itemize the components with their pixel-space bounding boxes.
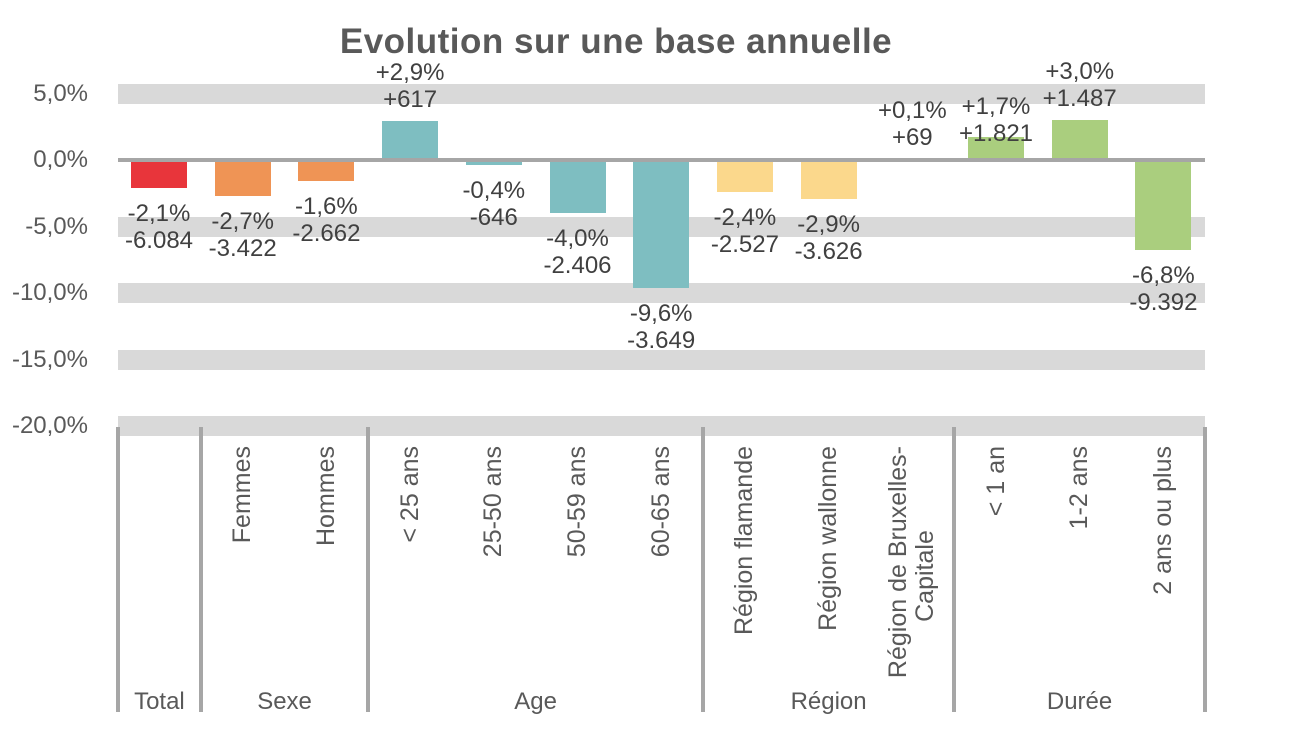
value-count-label: -2.662 xyxy=(292,220,361,248)
category-label-50-59-ans: 50-59 ans xyxy=(563,446,591,558)
category-label-region-bruxelles-capitale: Capitale xyxy=(911,530,940,622)
category-group-separator xyxy=(116,427,120,712)
bar-25-50-ans xyxy=(465,160,522,166)
gridline-band xyxy=(118,416,1205,436)
bar-50-59-ans xyxy=(549,160,606,214)
value-percent-label: -2,7% xyxy=(211,207,275,235)
value-percent-label: +3,0% xyxy=(1045,58,1115,86)
value-count-label: +1.821 xyxy=(958,120,1034,148)
y-axis-tick-label: -15,0% xyxy=(11,345,88,373)
category-group-separator xyxy=(952,427,957,712)
category-label-region-bruxelles-capitale: Région de Bruxelles- xyxy=(884,446,913,679)
category-label-2-ans-ou-plus: 2 ans ou plus xyxy=(1148,446,1177,595)
gridline-band xyxy=(118,83,1205,104)
value-label-moins-1-an: +1,7% +1.821 xyxy=(916,93,1076,147)
group-label-region: Région xyxy=(790,688,867,715)
value-percent-label: -4,0% xyxy=(546,225,609,253)
value-percent-label: -2,4% xyxy=(713,203,777,231)
value-percent-label: -1,6% xyxy=(295,193,358,221)
bar-60-65-ans xyxy=(633,160,690,288)
category-label-region-wallonne: Région wallonne xyxy=(814,446,843,631)
value-label-region-bruxelles-capitale: +0,1% +69 xyxy=(832,97,992,151)
category-label-hommes: Hommes xyxy=(311,446,340,547)
value-percent-label: +0,1% xyxy=(877,96,947,124)
gridline-band xyxy=(118,349,1205,370)
gridline-band xyxy=(118,283,1205,303)
value-count-label: -6.084 xyxy=(124,226,194,254)
y-axis-tick-label: 5,0% xyxy=(33,79,88,107)
category-label-femmes: Femmes xyxy=(228,446,257,544)
bar-2-ans-ou-plus xyxy=(1135,160,1192,251)
value-label-hommes: -1,6% -2.662 xyxy=(246,193,406,247)
value-count-label: +617 xyxy=(383,86,438,114)
value-count-label: -3.422 xyxy=(208,234,277,262)
bar-region-flamande xyxy=(716,160,773,192)
group-label-age: Age xyxy=(514,688,557,715)
value-label-1-2-ans: +3,0% +1.487 xyxy=(1000,58,1160,112)
bar-hommes xyxy=(298,160,355,182)
bar-1-2-ans xyxy=(1051,120,1108,160)
value-percent-label: -9,6% xyxy=(629,299,693,327)
bar-femmes xyxy=(214,160,271,196)
bar-moins-25-ans xyxy=(382,121,439,160)
value-count-label: -2.406 xyxy=(543,252,612,280)
y-axis-tick-label: -5,0% xyxy=(25,212,88,240)
value-count-label: -2.527 xyxy=(710,230,779,258)
value-label-2-ans-ou-plus: -6,8% -9.392 xyxy=(1083,262,1243,316)
value-label-moins-25-ans: +2,9% +617 xyxy=(330,59,490,113)
value-label-total: -2,1% -6.084 xyxy=(79,200,239,254)
group-label-duree: Durée xyxy=(1046,688,1113,715)
value-percent-label: -2,9% xyxy=(797,210,860,238)
value-label-50-59-ans: -4,0% -2.406 xyxy=(498,225,658,279)
value-percent-label: -6,8% xyxy=(1132,262,1195,290)
value-count-label: -3.626 xyxy=(794,237,863,265)
bar-region-wallonne xyxy=(800,160,857,199)
value-count-label: -9.392 xyxy=(1129,289,1198,317)
value-percent-label: -0,4% xyxy=(462,177,526,205)
value-percent-label: +1,7% xyxy=(961,93,1031,121)
y-axis-tick-label: -10,0% xyxy=(11,279,88,306)
group-label-sexe: Sexe xyxy=(257,688,312,715)
chart-title: Evolution sur une base annuelle xyxy=(339,22,893,61)
y-axis-tick-label: 0,0% xyxy=(33,146,88,173)
value-percent-label: +2,9% xyxy=(375,59,445,87)
value-label-region-wallonne: -2,9% -3.626 xyxy=(749,211,909,265)
category-group-separator xyxy=(366,427,371,712)
category-label-25-50-ans: 25-50 ans xyxy=(479,446,508,558)
value-count-label: -3.649 xyxy=(627,326,696,354)
bar-moins-1-an xyxy=(968,137,1024,160)
value-percent-label: -2,1% xyxy=(127,199,191,227)
value-label-femmes: -2,7% -3.422 xyxy=(163,208,323,262)
value-count-label: +1.487 xyxy=(1042,85,1117,113)
category-label-moins-25-ans: < 25 ans xyxy=(395,446,424,543)
value-label-60-65-ans: -9,6% -3.649 xyxy=(581,300,741,354)
category-label-1-2-ans: 1-2 ans xyxy=(1065,446,1094,530)
value-label-region-flamande: -2,4% -2.527 xyxy=(665,204,825,258)
category-label-moins-1-an: < 1 an xyxy=(981,446,1010,517)
value-count-label: +69 xyxy=(891,123,933,151)
bar-total xyxy=(131,160,187,188)
category-label-60-65-ans: 60-65 ans xyxy=(646,446,675,558)
category-group-separator xyxy=(1203,427,1207,712)
y-axis-tick-label: -20,0% xyxy=(11,412,88,439)
category-label-region-flamande: Région flamande xyxy=(730,446,759,636)
value-count-label: -646 xyxy=(469,204,518,232)
category-group-separator xyxy=(701,427,706,712)
value-label-25-50-ans: -0,4% -646 xyxy=(414,177,574,231)
category-group-separator xyxy=(198,427,203,712)
group-label-total: Total xyxy=(134,688,185,715)
x-axis-zero-line xyxy=(118,158,1205,162)
